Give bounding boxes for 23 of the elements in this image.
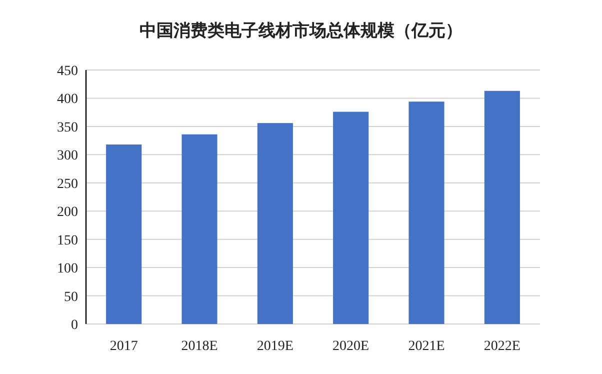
- x-tick-label: 2022E: [484, 339, 520, 354]
- x-tick-label: 2019E: [256, 339, 294, 354]
- y-tick-label: 50: [64, 290, 78, 305]
- bar: [484, 90, 520, 324]
- x-tick-label: 2018E: [181, 339, 218, 354]
- y-tick-label: 200: [57, 205, 78, 220]
- bar: [106, 144, 142, 324]
- bar: [408, 102, 444, 324]
- x-tick-label: 2017: [110, 339, 138, 354]
- bar: [333, 112, 369, 324]
- y-tick-label: 250: [57, 176, 78, 192]
- chart-title: 中国消费类电子线材市场总体规模（亿元）: [140, 21, 462, 41]
- y-tick-label: 0: [71, 318, 78, 333]
- y-tick-label: 450: [57, 64, 78, 79]
- y-tick-label: 400: [57, 92, 78, 108]
- y-tick-label: 150: [57, 233, 78, 248]
- y-tick-label: 350: [57, 120, 78, 136]
- x-tick-label: 2020E: [332, 339, 370, 354]
- bar: [182, 134, 218, 324]
- y-tick-label: 100: [57, 262, 78, 277]
- bar: [257, 123, 293, 324]
- y-tick-label: 300: [57, 148, 78, 164]
- x-tick-label: 2021E: [408, 339, 445, 354]
